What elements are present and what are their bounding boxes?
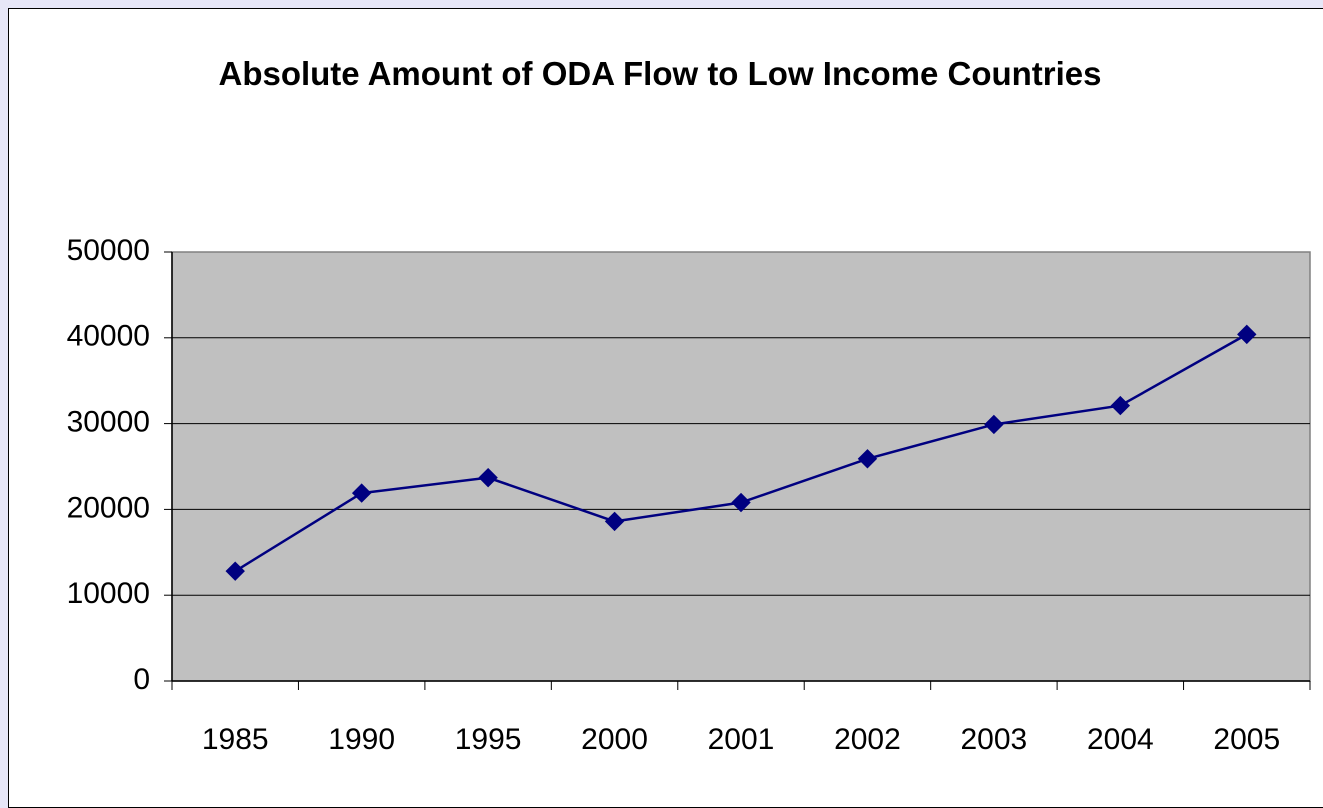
- x-tick-label: 1995: [455, 723, 522, 756]
- x-tick-label: 2000: [581, 723, 648, 756]
- x-tick-label: 2005: [1213, 723, 1280, 756]
- plot-area: [171, 251, 1311, 682]
- y-tick-label: 20000: [67, 491, 150, 524]
- data-point: [731, 492, 751, 513]
- data-point: [857, 449, 878, 469]
- y-tick-label: 50000: [67, 234, 150, 267]
- y-tick-label: 30000: [67, 406, 150, 439]
- x-tick-label: 2002: [834, 723, 901, 756]
- y-tick-label: 40000: [67, 320, 150, 353]
- data-point: [225, 561, 245, 581]
- data-point: [604, 511, 625, 532]
- data-point: [1237, 324, 1257, 345]
- x-tick-label: 2004: [1087, 723, 1154, 756]
- data-point: [351, 483, 372, 503]
- x-tick-label: 1990: [328, 723, 395, 756]
- x-tick-label: 2003: [961, 723, 1028, 756]
- data-point: [984, 414, 1004, 435]
- data-point: [1110, 395, 1131, 416]
- y-tick-label: 0: [133, 663, 150, 696]
- x-tick-label: 2001: [708, 723, 775, 756]
- y-tick-label: 10000: [67, 577, 150, 610]
- data-point: [478, 467, 498, 488]
- x-tick-label: 1985: [202, 723, 269, 756]
- chart-title: Absolute Amount of ODA Flow to Low Incom…: [218, 55, 1102, 92]
